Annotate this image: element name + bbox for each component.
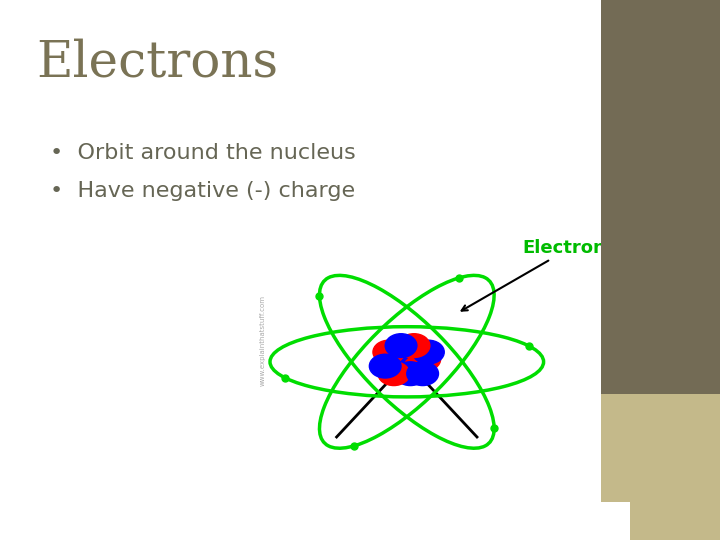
Circle shape xyxy=(382,356,414,380)
Circle shape xyxy=(385,334,417,357)
Text: •  Have negative (-) charge: • Have negative (-) charge xyxy=(50,181,356,201)
Circle shape xyxy=(413,340,444,364)
Circle shape xyxy=(407,362,438,386)
Circle shape xyxy=(378,362,410,386)
Circle shape xyxy=(377,347,408,371)
Text: www.explainthatstuff.com: www.explainthatstuff.com xyxy=(260,295,266,386)
Circle shape xyxy=(398,334,430,357)
Polygon shape xyxy=(601,394,720,540)
Text: •  Orbit around the nucleus: • Orbit around the nucleus xyxy=(50,143,356,163)
Circle shape xyxy=(373,340,405,364)
Polygon shape xyxy=(601,502,630,540)
Circle shape xyxy=(409,347,441,371)
Text: Electrons: Electrons xyxy=(522,239,616,258)
Circle shape xyxy=(404,355,436,379)
Text: Electrons: Electrons xyxy=(36,38,278,87)
Circle shape xyxy=(391,350,423,374)
Polygon shape xyxy=(601,0,720,394)
Circle shape xyxy=(395,362,426,386)
Circle shape xyxy=(402,339,433,363)
Circle shape xyxy=(369,354,401,378)
Circle shape xyxy=(387,340,419,364)
